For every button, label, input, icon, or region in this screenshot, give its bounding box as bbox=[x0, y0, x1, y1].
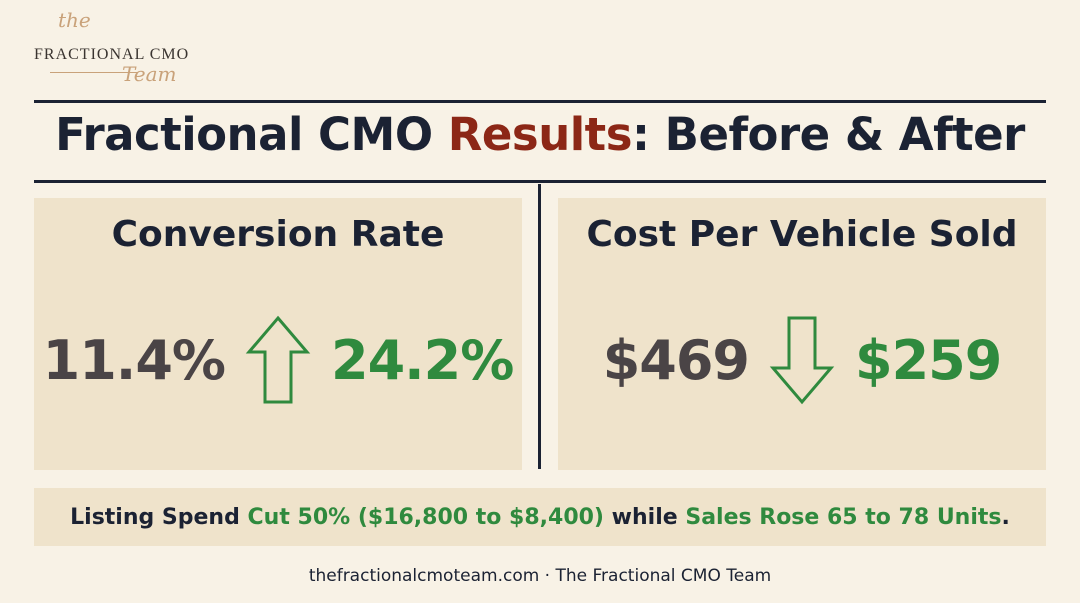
conversion-rate-panel: Conversion Rate 11.4% 24.2% bbox=[34, 198, 522, 470]
summary-segment: Listing Spend bbox=[70, 504, 240, 530]
logo-team-text: Team bbox=[122, 62, 177, 86]
title-top-rule bbox=[34, 100, 1046, 103]
brand-logo: the FRACTIONAL CMO Team bbox=[30, 6, 230, 94]
summary-bar: Listing Spend Cut 50% ($16,800 to $8,400… bbox=[34, 488, 1046, 546]
summary-segment: Sales Rose 65 to 78 Units bbox=[685, 504, 1002, 530]
title-part-2: : Before & After bbox=[631, 108, 1025, 161]
logo-main-text: FRACTIONAL CMO bbox=[34, 46, 190, 63]
panel-title: Cost Per Vehicle Sold bbox=[586, 214, 1018, 255]
after-value: 24.2% bbox=[331, 328, 514, 392]
summary-segment: . bbox=[1001, 504, 1010, 530]
summary-segment: Cut 50% ($16,800 to $8,400) bbox=[247, 504, 604, 530]
before-value: 11.4% bbox=[42, 328, 226, 392]
page-title: Fractional CMO Results: Before & After bbox=[34, 108, 1046, 161]
up-arrow-icon bbox=[245, 314, 311, 406]
metric-row: 11.4% 24.2% bbox=[34, 310, 522, 410]
title-bottom-rule bbox=[34, 180, 1046, 183]
title-part-1: Fractional CMO bbox=[55, 108, 448, 161]
logo-rule bbox=[50, 72, 138, 73]
metric-row: $469 $259 bbox=[558, 310, 1046, 410]
site-credit: thefractionalcmoteam.com · The Fractiona… bbox=[308, 566, 772, 586]
summary-segment: while bbox=[611, 504, 678, 530]
title-accent: Results bbox=[447, 108, 633, 161]
down-arrow-icon bbox=[769, 314, 835, 406]
cost-per-vehicle-panel: Cost Per Vehicle Sold $469 $259 bbox=[558, 198, 1046, 470]
after-value: $259 bbox=[855, 328, 1002, 392]
panel-title: Conversion Rate bbox=[111, 214, 445, 255]
panel-divider bbox=[538, 184, 541, 469]
logo-the-text: the bbox=[58, 8, 91, 32]
before-value: $469 bbox=[602, 328, 750, 392]
